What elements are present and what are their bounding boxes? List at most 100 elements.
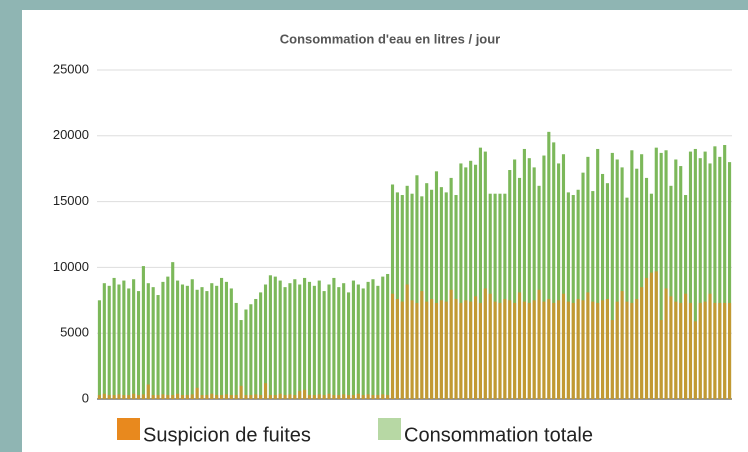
bar [610, 320, 614, 399]
bar [625, 197, 629, 399]
bar [459, 302, 463, 399]
bar [200, 287, 204, 399]
bar [381, 276, 385, 399]
bar [591, 301, 595, 399]
bar [166, 395, 170, 399]
bar [146, 283, 150, 399]
bar [640, 287, 644, 399]
bar [581, 300, 585, 399]
bar [503, 298, 507, 399]
bar [698, 158, 702, 399]
bar [669, 185, 673, 399]
bar [449, 289, 453, 399]
bar [688, 302, 693, 399]
bar [522, 148, 526, 399]
bar [102, 393, 106, 399]
bar [552, 142, 556, 399]
bar [434, 302, 439, 399]
bar [635, 168, 639, 399]
bar [425, 301, 429, 399]
bar [434, 171, 439, 399]
bar [303, 389, 307, 399]
bar [386, 395, 390, 399]
bar [337, 395, 341, 399]
bar [610, 152, 614, 399]
bar [303, 277, 307, 399]
bar [600, 173, 605, 399]
bar [566, 301, 570, 399]
bar [200, 395, 204, 399]
bar [596, 148, 600, 399]
bar [605, 298, 610, 399]
bar [532, 167, 536, 399]
bar [136, 291, 141, 399]
bar [439, 300, 443, 399]
bar [259, 292, 263, 399]
bar [161, 281, 165, 399]
bar [620, 167, 624, 399]
bar [166, 276, 170, 399]
bar [473, 164, 478, 399]
y-tick-label: 5000 [60, 325, 89, 340]
bar [127, 288, 131, 399]
bar [254, 394, 258, 399]
bar [171, 395, 175, 399]
bar [615, 159, 619, 399]
bar [151, 395, 155, 399]
bar [356, 393, 360, 399]
bar [151, 287, 155, 399]
bar [322, 291, 326, 399]
bar [283, 395, 287, 399]
bar [679, 302, 683, 399]
bar [464, 167, 468, 399]
bar [473, 296, 478, 399]
bar [234, 395, 238, 399]
bar [371, 395, 375, 399]
bar [576, 189, 580, 399]
bar [630, 302, 634, 399]
bar [649, 272, 653, 399]
bar [527, 302, 531, 399]
bar [688, 151, 693, 399]
bar [356, 284, 360, 399]
bar [727, 302, 732, 399]
bar [117, 394, 121, 399]
bar [102, 283, 106, 399]
bar [293, 395, 297, 399]
bar [180, 284, 185, 399]
bar [698, 302, 702, 399]
bar [498, 193, 502, 399]
bar [244, 395, 248, 399]
bar [239, 385, 243, 399]
bar [508, 300, 512, 399]
bar [112, 277, 116, 399]
bar [415, 175, 419, 399]
bar [664, 150, 668, 399]
bar [293, 279, 297, 399]
bar [542, 301, 546, 399]
bar [503, 193, 507, 399]
bar [390, 184, 395, 399]
bar [439, 187, 443, 399]
bar [542, 155, 546, 399]
bar [713, 302, 717, 399]
bar [395, 192, 399, 399]
bar [97, 395, 102, 399]
bar [654, 271, 658, 399]
bar [571, 195, 575, 399]
bar [703, 151, 707, 399]
bar [625, 301, 629, 399]
bar [263, 383, 268, 399]
bar [366, 394, 370, 399]
bar [410, 300, 414, 399]
bar [684, 293, 688, 399]
bar [273, 276, 277, 399]
bar [557, 163, 561, 399]
bar [185, 285, 189, 399]
bar [517, 292, 522, 399]
y-tick-label: 25000 [53, 61, 89, 76]
bar [288, 394, 292, 399]
bar [517, 177, 522, 399]
bar [176, 393, 180, 399]
